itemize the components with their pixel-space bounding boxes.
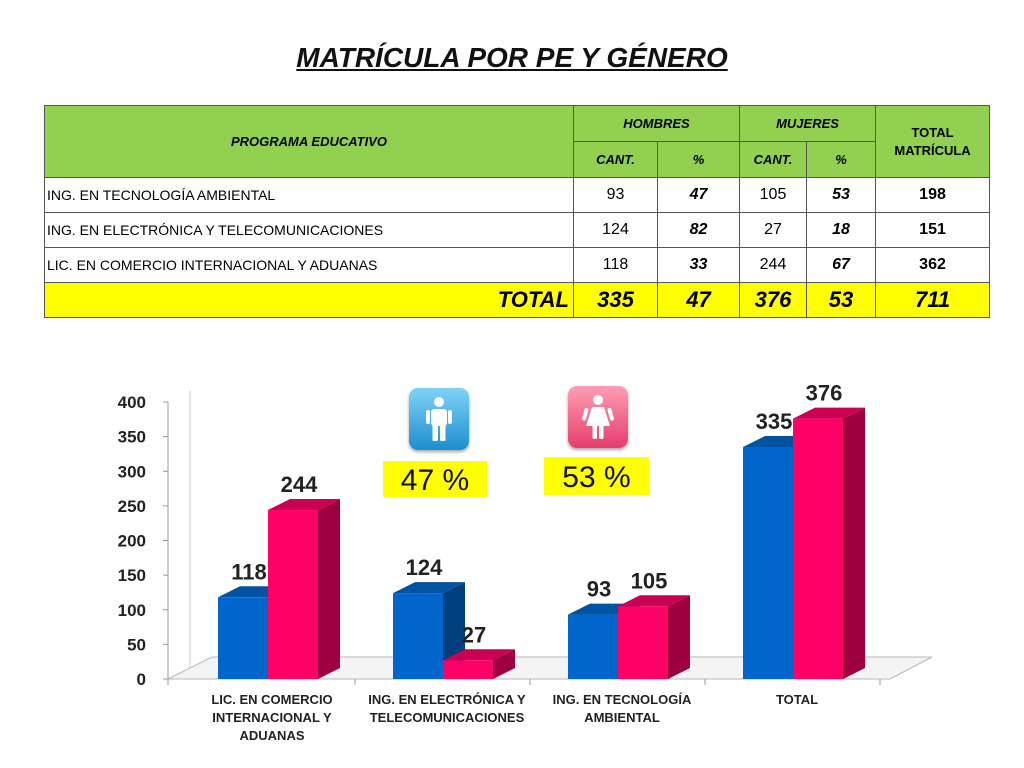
chart-bar-side xyxy=(668,595,690,679)
header-h-pct: % xyxy=(656,141,741,178)
cell-total: 362 xyxy=(875,247,991,283)
cell-m-pct: 53 xyxy=(806,177,877,213)
chart-bar-top xyxy=(793,407,865,419)
chart-bar xyxy=(618,606,668,679)
y-tick-label: 200 xyxy=(118,532,146,551)
header-programa: PROGRAMA EDUCATIVO xyxy=(44,105,574,178)
y-tick-label: 350 xyxy=(118,428,146,447)
cell-m-cant: 244 xyxy=(739,247,808,283)
total-total: 711 xyxy=(875,282,991,318)
table-header-row: PROGRAMA EDUCATIVO HOMBRES MUJERES TOTAL… xyxy=(44,105,991,178)
chart-bar xyxy=(268,510,318,679)
cell-total: 198 xyxy=(875,177,991,213)
chart-bar xyxy=(743,447,793,679)
table-subheader-row: CANT. % CANT. % xyxy=(45,141,990,178)
total-label: TOTAL xyxy=(44,282,574,318)
y-tick-label: 0 xyxy=(137,670,146,689)
header-mujeres: MUJERES xyxy=(739,105,877,142)
header-hombres: HOMBRES xyxy=(572,105,741,142)
chart-bar xyxy=(568,614,618,679)
data-label: 124 xyxy=(406,555,443,580)
table-row: LIC. EN COMERCIO INTERNACIONAL Y ADUANAS… xyxy=(44,247,991,283)
cell-h-pct: 82 xyxy=(656,212,741,248)
y-tick-label: 400 xyxy=(118,393,146,412)
chart-bar-side xyxy=(318,499,340,679)
chart-bar-top xyxy=(393,582,465,594)
chart-bar xyxy=(443,660,493,679)
cell-h-cant: 93 xyxy=(573,177,658,213)
total-m-pct: 53 xyxy=(806,282,877,318)
y-tick-label: 50 xyxy=(127,635,146,654)
male-person-icon xyxy=(409,388,469,450)
chart-bar-top xyxy=(268,499,340,511)
x-tick-label: LIC. EN COMERCIO xyxy=(211,692,332,707)
y-tick-label: 250 xyxy=(118,497,146,516)
header-total: TOTAL MATRÍCULA xyxy=(875,105,991,178)
table-total-row: TOTAL 335 47 376 53 711 xyxy=(44,282,991,318)
x-tick-label: ING. EN TECNOLOGÍA xyxy=(553,692,692,707)
x-tick-label: TOTAL xyxy=(776,692,818,707)
cell-h-cant: 124 xyxy=(573,212,658,248)
cell-programa: ING. EN ELECTRÓNICA Y TELECOMUNICACIONES xyxy=(44,212,574,248)
chart-bar xyxy=(218,597,268,679)
chart-bar xyxy=(393,593,443,679)
chart-bar-top xyxy=(618,595,690,607)
cell-m-cant: 105 xyxy=(739,177,808,213)
x-tick-label: INTERNACIONAL Y xyxy=(212,710,332,725)
x-tick-label: ING. EN ELECTRÓNICA Y xyxy=(368,692,526,707)
total-m-cant: 376 xyxy=(739,282,808,318)
header-h-cant: CANT. xyxy=(573,141,658,178)
page-title: MATRÍCULA POR PE Y GÉNERO xyxy=(296,42,728,73)
enrollment-table: PROGRAMA EDUCATIVO HOMBRES MUJERES TOTAL… xyxy=(44,105,991,318)
female-person-icon xyxy=(568,386,628,448)
total-h-pct: 47 xyxy=(656,282,741,318)
y-tick-label: 150 xyxy=(118,566,146,585)
chart-bar-side xyxy=(843,407,865,679)
data-label: 118 xyxy=(231,559,267,584)
data-label: 27 xyxy=(462,622,486,647)
cell-h-pct: 47 xyxy=(656,177,741,213)
y-tick-label: 100 xyxy=(118,601,146,620)
total-h-cant: 335 xyxy=(573,282,658,318)
chart-bar xyxy=(793,418,843,679)
table-row: ING. EN TECNOLOGÍA AMBIENTAL 93 47 105 5… xyxy=(44,177,991,213)
mujeres-percent-badge: 53 % xyxy=(544,457,649,495)
header-m-cant: CANT. xyxy=(739,141,808,178)
data-label: 93 xyxy=(587,577,611,602)
x-tick-label: AMBIENTAL xyxy=(584,710,660,725)
chart-bar-top xyxy=(443,649,515,661)
chart-bar-side xyxy=(493,649,515,679)
data-label: 335 xyxy=(756,409,793,434)
y-tick-label: 300 xyxy=(118,462,146,481)
x-tick-label: TELECOMUNICACIONES xyxy=(370,710,525,725)
data-label: 376 xyxy=(806,381,843,406)
cell-m-cant: 27 xyxy=(739,212,808,248)
cell-h-pct: 33 xyxy=(656,247,741,283)
x-tick-label: ADUANAS xyxy=(240,728,305,743)
data-label: 105 xyxy=(631,568,668,593)
data-label: 244 xyxy=(281,472,318,497)
hombres-percent-badge: 47 % xyxy=(383,461,487,497)
cell-programa: LIC. EN COMERCIO INTERNACIONAL Y ADUANAS xyxy=(44,247,574,283)
